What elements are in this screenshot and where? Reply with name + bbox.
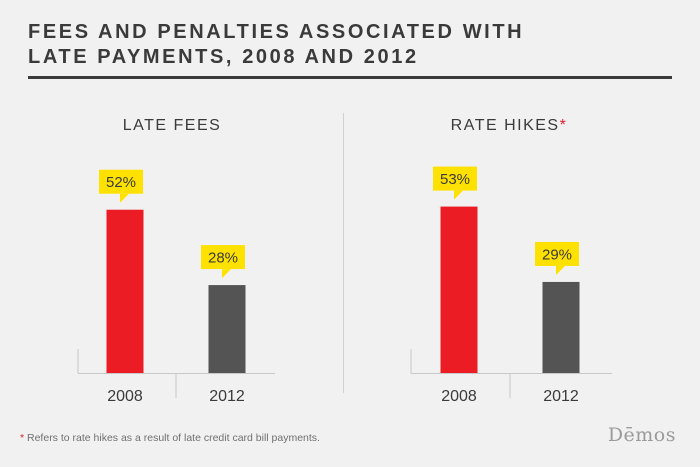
data-label-callout — [433, 166, 477, 191]
bar-2008 — [440, 206, 478, 373]
data-label-callout — [535, 241, 579, 266]
footnote: * Refers to rate hikes as a result of la… — [20, 432, 320, 444]
data-label-callout — [99, 169, 143, 194]
x-tick-label: 2008 — [441, 388, 477, 405]
panel-title-late-fees: LATE FEES — [52, 117, 292, 135]
title-rule — [28, 76, 672, 79]
footnote-star: * — [20, 432, 25, 444]
data-label: 52% — [106, 174, 136, 191]
x-tick-label: 2012 — [543, 388, 579, 405]
panel-title-text: RATE HIKES — [450, 117, 560, 134]
callout-pointer — [454, 190, 463, 200]
panel-title-star: * — [559, 117, 568, 134]
data-label: 28% — [208, 250, 238, 267]
bar-2008 — [106, 209, 144, 373]
bar-2012 — [208, 285, 246, 373]
callout-pointer — [556, 265, 565, 275]
x-tick-label: 2008 — [107, 388, 143, 405]
callout-pointer — [120, 193, 129, 203]
data-label-callout — [201, 245, 245, 270]
demos-logo: Dēmos — [607, 424, 676, 446]
data-label: 53% — [440, 171, 470, 188]
panel-title-rate-hikes: RATE HIKES* — [389, 117, 629, 135]
panel-divider — [343, 113, 344, 393]
panel-title-text: LATE FEES — [122, 117, 222, 134]
x-tick-label: 2012 — [209, 388, 245, 405]
data-label: 29% — [542, 246, 572, 263]
bar-2012 — [542, 281, 580, 373]
chart-title: FEES AND PENALTIES ASSOCIATED WITH LATE … — [28, 21, 525, 68]
footnote-text: Refers to rate hikes as a result of late… — [24, 432, 320, 444]
callout-pointer — [222, 269, 231, 279]
